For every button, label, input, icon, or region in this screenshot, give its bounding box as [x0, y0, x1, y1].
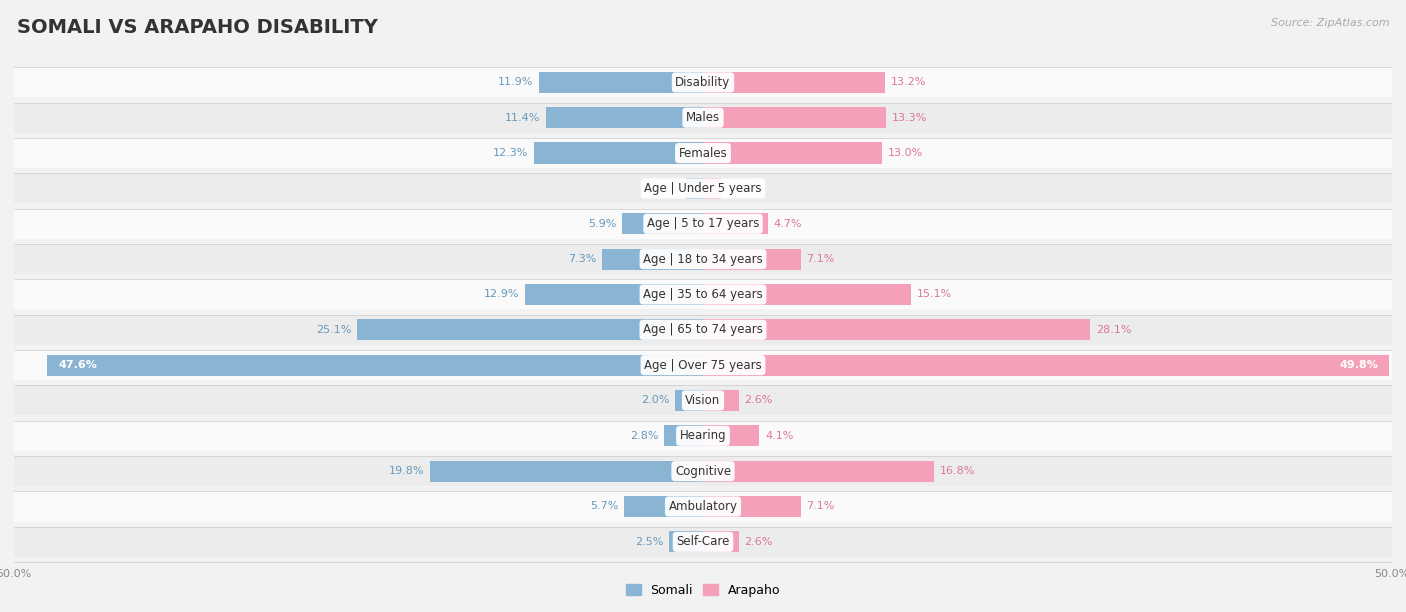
Bar	[703, 461, 935, 482]
Bar	[703, 72, 884, 93]
Text: 2.0%: 2.0%	[641, 395, 669, 406]
Text: Males: Males	[686, 111, 720, 124]
Bar	[14, 244, 1392, 274]
Bar	[703, 319, 1090, 340]
Text: 5.9%: 5.9%	[588, 218, 616, 229]
Bar	[538, 72, 703, 93]
Text: 1.3%: 1.3%	[727, 184, 755, 193]
Bar	[526, 284, 703, 305]
Bar	[14, 209, 1392, 239]
Text: 12.9%: 12.9%	[484, 289, 520, 299]
Bar	[669, 531, 703, 553]
Legend: Somali, Arapaho: Somali, Arapaho	[620, 579, 786, 602]
Text: 4.1%: 4.1%	[765, 431, 793, 441]
Bar	[14, 456, 1392, 486]
Bar	[703, 496, 801, 517]
Text: Cognitive: Cognitive	[675, 465, 731, 477]
Text: 7.1%: 7.1%	[807, 501, 835, 512]
Bar	[14, 491, 1392, 521]
Bar	[357, 319, 703, 340]
Bar	[48, 354, 703, 376]
Text: 12.3%: 12.3%	[492, 148, 529, 158]
Bar	[703, 354, 1389, 376]
Text: 2.8%: 2.8%	[630, 431, 659, 441]
Bar	[703, 178, 721, 199]
Text: 19.8%: 19.8%	[389, 466, 425, 476]
Text: 16.8%: 16.8%	[941, 466, 976, 476]
Bar	[14, 138, 1392, 168]
Text: 11.4%: 11.4%	[505, 113, 540, 123]
Text: Age | Under 5 years: Age | Under 5 years	[644, 182, 762, 195]
Bar	[621, 213, 703, 234]
Text: 7.1%: 7.1%	[807, 254, 835, 264]
Bar	[14, 103, 1392, 133]
Text: 2.5%: 2.5%	[634, 537, 664, 547]
Bar	[14, 67, 1392, 97]
Bar	[14, 386, 1392, 416]
Text: 28.1%: 28.1%	[1095, 325, 1132, 335]
Text: 13.0%: 13.0%	[887, 148, 922, 158]
Bar	[703, 284, 911, 305]
Bar	[14, 315, 1392, 345]
Text: Age | 18 to 34 years: Age | 18 to 34 years	[643, 253, 763, 266]
Bar	[546, 107, 703, 129]
Text: Hearing: Hearing	[679, 429, 727, 442]
Bar	[686, 178, 703, 199]
Bar	[14, 280, 1392, 310]
Text: 11.9%: 11.9%	[498, 77, 533, 88]
Text: 2.6%: 2.6%	[744, 395, 773, 406]
Text: Age | 35 to 64 years: Age | 35 to 64 years	[643, 288, 763, 301]
Text: 1.2%: 1.2%	[652, 184, 681, 193]
Bar	[602, 248, 703, 270]
Text: 5.7%: 5.7%	[591, 501, 619, 512]
Text: 15.1%: 15.1%	[917, 289, 952, 299]
Text: 4.7%: 4.7%	[773, 218, 801, 229]
Bar	[703, 425, 759, 446]
Text: Age | 5 to 17 years: Age | 5 to 17 years	[647, 217, 759, 230]
Text: 25.1%: 25.1%	[316, 325, 352, 335]
Text: Ambulatory: Ambulatory	[668, 500, 738, 513]
Bar	[703, 390, 738, 411]
Bar	[14, 421, 1392, 451]
Bar	[703, 107, 886, 129]
Bar	[430, 461, 703, 482]
Text: Age | Over 75 years: Age | Over 75 years	[644, 359, 762, 371]
Bar	[665, 425, 703, 446]
Text: Source: ZipAtlas.com: Source: ZipAtlas.com	[1271, 18, 1389, 28]
Text: 2.6%: 2.6%	[744, 537, 773, 547]
Bar	[675, 390, 703, 411]
Text: 7.3%: 7.3%	[568, 254, 598, 264]
Text: Disability: Disability	[675, 76, 731, 89]
Bar	[14, 173, 1392, 203]
Text: Vision: Vision	[685, 394, 721, 407]
Bar	[624, 496, 703, 517]
Text: Age | 65 to 74 years: Age | 65 to 74 years	[643, 323, 763, 336]
Bar	[14, 350, 1392, 380]
Text: Self-Care: Self-Care	[676, 536, 730, 548]
Bar	[14, 527, 1392, 557]
Bar	[703, 213, 768, 234]
Bar	[533, 143, 703, 163]
Text: 13.2%: 13.2%	[890, 77, 925, 88]
Text: SOMALI VS ARAPAHO DISABILITY: SOMALI VS ARAPAHO DISABILITY	[17, 18, 378, 37]
Bar	[703, 531, 738, 553]
Bar	[703, 248, 801, 270]
Text: Females: Females	[679, 147, 727, 160]
Bar	[703, 143, 882, 163]
Text: 47.6%: 47.6%	[58, 360, 97, 370]
Text: 13.3%: 13.3%	[891, 113, 927, 123]
Text: 49.8%: 49.8%	[1340, 360, 1378, 370]
